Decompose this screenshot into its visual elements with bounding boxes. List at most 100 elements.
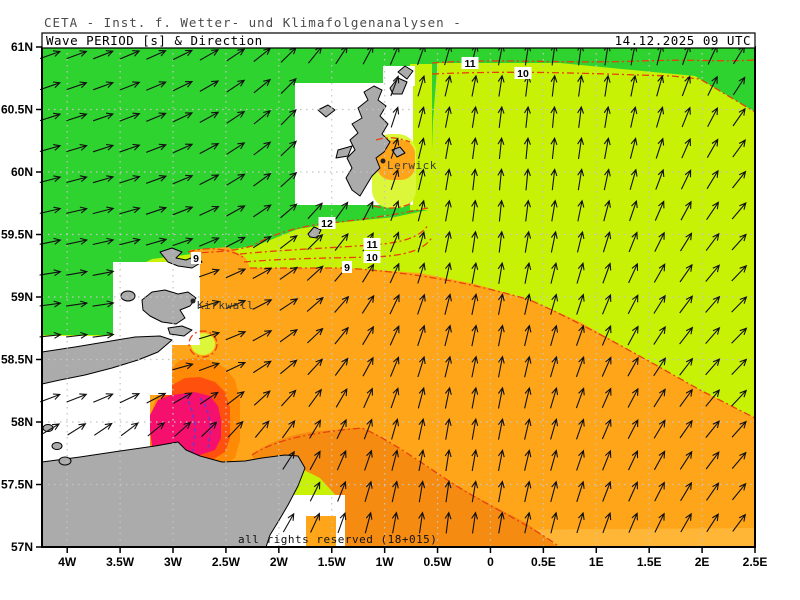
direction-arrow — [417, 137, 426, 159]
direction-arrow — [680, 200, 692, 221]
direction-arrow — [334, 357, 349, 376]
direction-arrow — [524, 324, 532, 347]
direction-arrow — [705, 389, 721, 407]
direction-arrow — [471, 448, 479, 472]
direction-arrow — [390, 75, 400, 97]
contour-11-top — [431, 59, 756, 64]
direction-arrow — [679, 450, 693, 470]
direction-arrow — [680, 481, 693, 502]
land-scotland-main — [41, 441, 306, 548]
direction-arrow — [471, 293, 479, 316]
direction-arrow — [577, 168, 585, 191]
direction-arrow — [550, 105, 558, 128]
lon-tick-label: 1.5E — [637, 555, 662, 569]
direction-arrow — [307, 233, 324, 250]
direction-arrow — [577, 199, 585, 222]
land-scotland-north-peninsula — [41, 335, 173, 385]
direction-arrow — [471, 199, 479, 222]
direction-arrow — [471, 511, 479, 534]
direction-arrow — [66, 175, 88, 184]
direction-arrow — [680, 512, 692, 533]
direction-arrow — [653, 357, 667, 377]
direction-arrow — [444, 74, 452, 97]
direction-arrow — [364, 480, 373, 503]
direction-arrow — [225, 268, 247, 279]
direction-arrow — [390, 137, 400, 159]
direction-arrow — [653, 419, 666, 439]
direction-arrow — [471, 74, 479, 97]
land-shetland-east-isle — [391, 146, 406, 158]
direction-arrow — [226, 205, 246, 217]
direction-arrow — [576, 293, 585, 315]
contour-label-box — [363, 251, 381, 263]
direction-arrow — [227, 420, 244, 438]
direction-arrow — [524, 511, 532, 534]
contour-label-box — [191, 252, 201, 264]
direction-arrow — [66, 112, 88, 122]
direction-arrow — [732, 76, 746, 96]
direction-arrow — [119, 237, 141, 246]
direction-arrow — [40, 393, 62, 403]
direction-arrow — [307, 327, 324, 344]
land-shetland-unst — [397, 65, 414, 80]
direction-arrow — [655, 106, 665, 128]
direction-arrow — [680, 232, 693, 252]
field-dark-orange-blob — [252, 427, 558, 547]
direction-arrow — [199, 49, 220, 61]
direction-arrow — [654, 512, 665, 533]
direction-arrow — [471, 386, 479, 409]
direction-arrow — [550, 418, 559, 440]
direction-arrow — [655, 168, 665, 190]
direction-arrow — [444, 324, 452, 347]
map-title: Wave_PERIOD_[s]_&_Direction — [46, 33, 263, 48]
lat-tick-label: 58.5N — [1, 353, 33, 367]
direction-arrow — [66, 81, 88, 91]
direction-arrow — [679, 357, 694, 376]
direction-arrow — [66, 237, 89, 245]
direction-arrow — [681, 75, 691, 97]
direction-arrow — [253, 390, 271, 406]
direction-arrow — [550, 511, 558, 534]
institute-header: CETA - Inst. f. Wetter- und Klimafolgena… — [44, 15, 462, 30]
direction-arrow — [603, 168, 611, 191]
contour-label: 10 — [517, 68, 529, 80]
lon-tick-label: 4W — [58, 555, 77, 569]
direction-arrow — [497, 417, 505, 440]
direction-arrow — [198, 299, 221, 309]
direction-arrow — [550, 293, 559, 315]
direction-arrow — [602, 230, 612, 253]
direction-arrow — [444, 386, 452, 409]
direction-arrow — [334, 201, 349, 220]
direction-arrow — [66, 144, 88, 153]
direction-arrow — [524, 230, 532, 253]
direction-arrow — [280, 389, 297, 407]
contour-label-box — [318, 217, 336, 229]
direction-arrow — [389, 325, 400, 346]
direction-arrow — [603, 137, 611, 159]
direction-arrow — [550, 449, 559, 471]
contour-label: 10 — [366, 252, 378, 264]
direction-arrow — [225, 330, 247, 341]
lon-tick-label: 1.5W — [318, 555, 347, 569]
direction-arrow — [627, 418, 639, 439]
direction-arrow — [280, 359, 298, 375]
direction-arrow — [603, 74, 611, 97]
direction-arrow — [39, 300, 62, 308]
direction-arrow — [119, 50, 141, 60]
direction-arrow — [497, 199, 505, 222]
direction-arrow — [628, 231, 638, 253]
direction-arrow — [172, 49, 194, 61]
direction-arrow — [628, 481, 638, 502]
direction-arrow — [145, 175, 168, 184]
contour-label: 11 — [464, 58, 475, 70]
direction-arrow — [198, 268, 221, 278]
direction-arrow — [497, 293, 505, 316]
direction-arrow — [577, 74, 585, 97]
contour-label-box — [461, 57, 479, 69]
land-islet-2 — [51, 442, 63, 450]
lerwick-patch-orange-core — [377, 140, 415, 180]
direction-arrow — [731, 482, 747, 501]
direction-arrow — [417, 74, 426, 97]
lon-tick-label: 2.5W — [212, 555, 241, 569]
direction-arrow — [226, 79, 246, 93]
